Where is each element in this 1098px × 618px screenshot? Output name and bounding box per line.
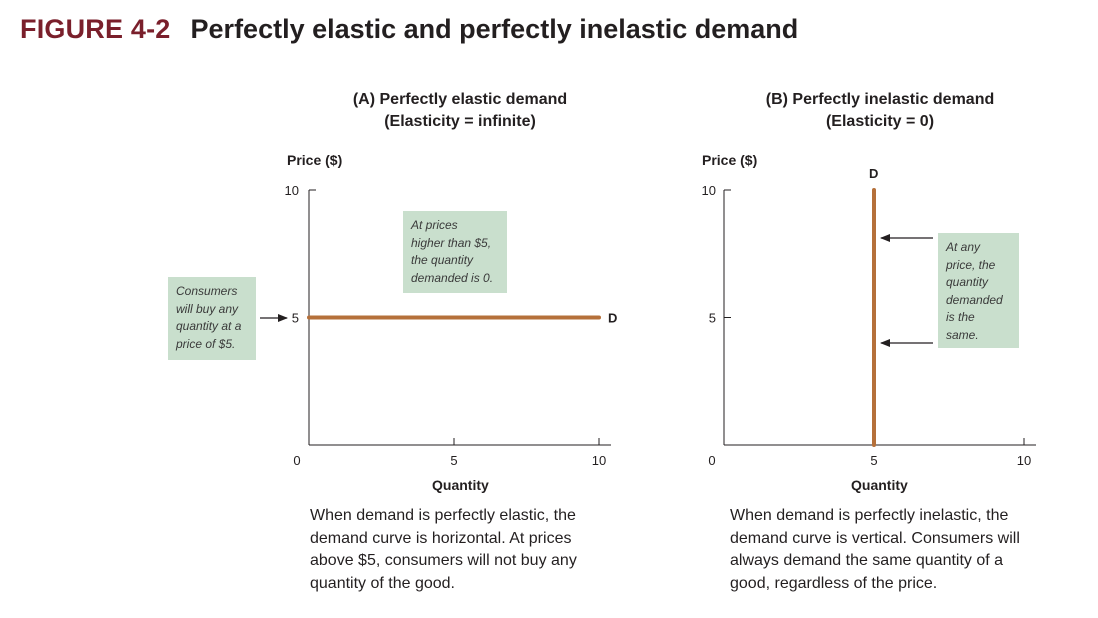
- panel-b-annotation-box: At any price, the quantity demanded is t…: [938, 233, 1019, 348]
- note-line: At prices: [411, 218, 458, 232]
- note-line: higher than $5,: [411, 235, 492, 250]
- caption-line: When demand is perfectly inelastic, the: [730, 507, 1009, 524]
- panel-b-subtitle: (Elasticity = 0): [825, 113, 935, 130]
- note-line: will buy any: [176, 301, 239, 316]
- caption-line: demand curve is horizontal. At prices: [310, 529, 572, 547]
- panel-a-subtitle: (Elasticity = infinite): [384, 113, 536, 130]
- note-line: price, the: [946, 257, 996, 272]
- panel-a-title: (A) Perfectly elastic demand: [352, 91, 568, 108]
- note-line: price of $5.: [176, 336, 236, 351]
- panel-a-curve-label: D: [608, 311, 617, 326]
- panel-a-y-axis-label: Price ($): [287, 152, 343, 168]
- caption-line: demand curve is vertical. Consumers will: [730, 529, 1020, 547]
- panel-a-caption: When demand is perfectly elastic, the de…: [310, 505, 610, 595]
- panel-a-side-annotation-box: Consumers will buy any quantity at a pri…: [168, 277, 256, 360]
- panel-b-x-tick-label: 10: [1017, 453, 1031, 468]
- panel-b-curve-label: D: [869, 166, 878, 181]
- panel-a-x-tick-label: 0: [293, 453, 300, 468]
- panel-b-caption: When demand is perfectly inelastic, the …: [730, 505, 1050, 595]
- figure-header: FIGURE 4-2 Perfectly elastic and perfectl…: [20, 14, 798, 45]
- note-line: demanded is 0.: [411, 270, 494, 285]
- note-line: the quantity: [411, 253, 474, 267]
- panel-b-y-tick-label: 10: [702, 183, 716, 198]
- caption-line: When demand is perfectly elastic, the: [310, 507, 576, 524]
- panel-b-x-axis-label: Quantity: [851, 477, 908, 493]
- panel-b-y-axis-label: Price ($): [702, 152, 758, 168]
- panel-b-title: (B) Perfectly inelastic demand: [765, 91, 995, 108]
- caption-line: good, regardless of the price.: [730, 574, 938, 592]
- note-line: is the: [946, 310, 975, 324]
- note-line: same.: [946, 327, 979, 342]
- panel-a-y-tick-label: 5: [292, 311, 299, 326]
- panel-b-x-tick-label: 0: [708, 453, 715, 468]
- panel-a-x-axis-label: Quantity: [432, 477, 489, 493]
- annotation-arrows: [260, 234, 933, 347]
- caption-line: quantity of the good.: [310, 574, 455, 592]
- note-line: quantity: [946, 275, 989, 289]
- panel-b-title-block: (B) Perfectly inelastic demand (Elastici…: [730, 89, 1030, 133]
- panel-a-title-block: (A) Perfectly elastic demand (Elasticity…: [310, 89, 610, 133]
- panel-a-x-tick-label: 5: [450, 453, 457, 468]
- note-line: At any: [946, 240, 981, 254]
- panel-b-x-tick-label: 5: [870, 453, 877, 468]
- note-line: demanded: [946, 292, 1003, 307]
- note-line: Consumers: [176, 284, 238, 298]
- figure-title: Perfectly elastic and perfectly inelasti…: [190, 14, 799, 44]
- figure-label: FIGURE 4-2: [20, 14, 171, 44]
- note-line: quantity at a: [176, 319, 242, 333]
- caption-line: always demand the same quantity of a: [730, 552, 1004, 569]
- caption-line: above $5, consumers will not buy any: [310, 552, 577, 569]
- panel-a-y-tick-label: 10: [285, 183, 299, 198]
- panel-a-x-tick-label: 10: [592, 453, 606, 468]
- panel-b-y-tick-label: 5: [709, 311, 716, 326]
- panel-a-annotation-box: At prices higher than $5, the quantity d…: [403, 211, 507, 293]
